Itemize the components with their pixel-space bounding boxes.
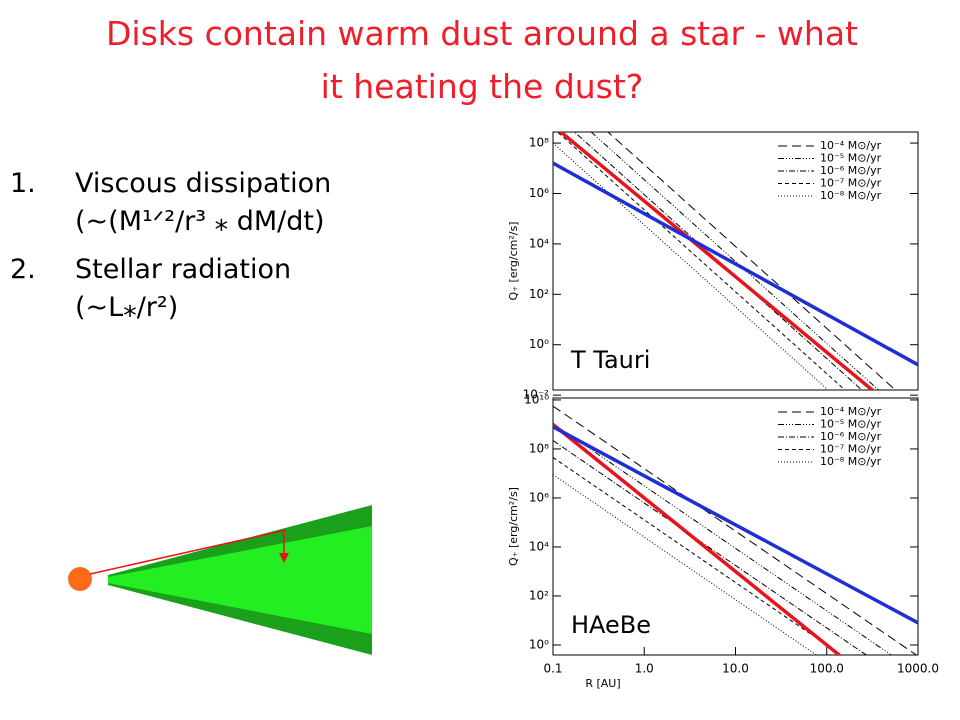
series-line (556, 132, 846, 390)
x-tick-label: 1000.0 (897, 662, 939, 676)
item-text: Stellar radiation (75, 254, 291, 285)
disk-inner (108, 526, 372, 634)
arrow-head (279, 553, 289, 563)
y-tick-label: 10⁻² (523, 388, 550, 402)
y-tick-label: 10⁸ (529, 441, 549, 455)
series-line (553, 457, 843, 655)
series-line (558, 132, 875, 390)
annotation: HAeBe (571, 611, 651, 639)
series-line (553, 425, 918, 625)
x-tick-label: 100.0 (810, 662, 844, 676)
x-tick-label: 0.1 (543, 662, 562, 676)
plots: 10⁻² 10⁰ 10² 10⁴ 10⁶ 10⁸ Q₊ [erg/cm²/s] 10⁻⁴ M⊙… (507, 131, 939, 690)
item-number: 1. (10, 168, 36, 199)
item-text: Viscous dissipation (75, 168, 331, 199)
y-tick-label: 10¹⁰ (524, 392, 549, 406)
title-line: Disks contain warm dust around a star - … (106, 14, 858, 53)
y-tick-label: 10⁶ (529, 186, 549, 200)
y-tick-label: 10⁰ (529, 337, 549, 351)
item-number: 2. (10, 254, 36, 285)
y-tick-label: 10² (529, 588, 549, 602)
legend-label: 10⁻⁴ M⊙/yr (820, 405, 882, 418)
y-tick-label: 10⁴ (529, 539, 549, 553)
x-axis-label: R [AU] (585, 677, 620, 690)
series-line (553, 423, 893, 655)
y-tick-label: 10⁴ (529, 236, 549, 250)
legend-label: 10⁻⁴ M⊙/yr (820, 139, 882, 152)
legend-label: 10⁻⁶ M⊙/yr (820, 430, 882, 443)
series-line (553, 423, 842, 655)
series-line (553, 440, 868, 655)
series-line (553, 161, 918, 367)
series-line (590, 132, 880, 390)
y-tick-label: 10² (529, 287, 549, 301)
series-line (607, 132, 897, 390)
disk-diagram (68, 505, 372, 655)
annotation: T Tauri (570, 346, 650, 374)
y-tick-label: 10⁸ (529, 136, 549, 150)
legend-label: 10⁻⁵ M⊙/yr (820, 152, 882, 165)
series-line (553, 405, 918, 655)
legend-label: 10⁻⁶ M⊙/yr (820, 164, 882, 177)
item-text: (~(M¹ᐟ²/r³ ⁎ dM/dt) (75, 206, 325, 237)
star (68, 567, 92, 591)
x-tick-label: 10.0 (722, 662, 749, 676)
x-tick-label: 1.0 (635, 662, 654, 676)
item-text: (~L⁎/r²) (75, 292, 178, 323)
legend-label: 10⁻⁷ M⊙/yr (820, 177, 882, 190)
legend-label: 10⁻⁷ M⊙/yr (820, 443, 882, 456)
legend-label: 10⁻⁸ M⊙/yr (820, 189, 882, 202)
legend-label: 10⁻⁸ M⊙/yr (820, 455, 882, 468)
ray (89, 529, 287, 575)
y-axis-label: Q₊ [erg/cm²/s] (507, 222, 520, 301)
title-line: it heating the dust? (321, 67, 644, 106)
y-axis-label: Q₊ [erg/cm²/s] (507, 487, 520, 566)
y-tick-label: 10⁶ (529, 490, 549, 504)
legend-label: 10⁻⁵ M⊙/yr (820, 418, 882, 431)
y-tick-label: 10⁰ (529, 637, 549, 651)
